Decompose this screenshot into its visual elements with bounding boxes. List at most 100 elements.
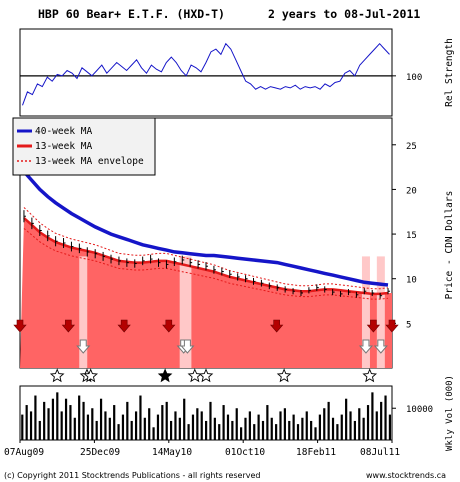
- volume-bar: [82, 401, 85, 440]
- volume-bar: [296, 424, 300, 440]
- volume-bar: [91, 408, 94, 440]
- volume-bar: [169, 420, 173, 440]
- sell-arrow-icon: [117, 319, 131, 333]
- rel-strength-axis-label: Rel Strength: [444, 38, 455, 107]
- volume-bar: [51, 398, 55, 440]
- price-panel: 5 10 15 20 25 Price - CDN Dollars: [13, 117, 455, 383]
- volume-bar: [310, 420, 313, 440]
- volume-bar: [340, 414, 343, 440]
- x-tick-label: 08Jul11: [360, 447, 400, 458]
- volume-bar: [266, 405, 269, 440]
- volume-bar: [47, 408, 50, 440]
- rel-strength-tick-label: 100: [406, 73, 422, 83]
- volume-bar: [349, 411, 352, 440]
- price-axis-label: Price - CDN Dollars: [444, 191, 455, 300]
- volume-bar: [183, 398, 186, 440]
- volume-bar: [178, 417, 181, 440]
- volume-bar: [240, 427, 243, 440]
- volume-bar: [318, 414, 321, 440]
- volume-bar: [161, 405, 164, 440]
- volume-bar: [366, 405, 370, 440]
- volume-bar: [388, 414, 392, 440]
- volume-panel: 10000 Wkly Vol (000): [19, 375, 455, 451]
- volume-bar: [205, 420, 208, 440]
- legend-box: [12, 117, 156, 176]
- volume-bar: [353, 420, 356, 440]
- volume-bar: [244, 417, 247, 440]
- price-tick-label: 5: [406, 320, 411, 330]
- footer-copyright: (c) Copyright 2011 Stocktrends Publicati…: [4, 471, 260, 480]
- hollow-star-icon: [187, 368, 203, 383]
- volume-bar: [292, 414, 295, 440]
- volume-bar: [126, 401, 129, 440]
- x-tick-label: 14May10: [152, 447, 192, 458]
- volume-bar: [156, 414, 160, 440]
- price-tick-label: 15: [406, 231, 417, 241]
- volume-bar: [362, 417, 365, 440]
- volume-bar: [134, 411, 138, 440]
- volume-bar: [235, 408, 238, 440]
- x-tick-label: 18Feb11: [296, 447, 336, 458]
- sell-arrow-icon: [162, 319, 176, 333]
- volume-bar: [358, 408, 361, 440]
- volume-bar: [121, 414, 125, 440]
- volume-bar: [371, 392, 374, 440]
- volume-bar: [323, 408, 326, 440]
- volume-bar: [253, 424, 256, 440]
- sell-arrow-icon: [385, 319, 399, 333]
- sell-arrow-icon: [366, 319, 381, 333]
- volume-bar: [336, 424, 339, 440]
- volume-bar: [314, 427, 317, 440]
- volume-bar: [275, 424, 278, 440]
- price-tick-label: 10: [406, 276, 417, 286]
- volume-bar: [288, 420, 291, 440]
- volume-bar: [152, 427, 155, 440]
- volume-bar: [38, 420, 41, 440]
- volume-bar: [226, 414, 230, 440]
- volume-axis-label: Wkly Vol (000): [445, 375, 455, 451]
- volume-bar: [108, 417, 111, 440]
- volume-bar: [56, 392, 59, 440]
- legend: 40-week MA 13-week MA 13-week MA envelop…: [12, 117, 156, 176]
- volume-bar: [86, 414, 90, 440]
- volume-bar: [301, 417, 304, 440]
- sell-arrow-icon: [61, 319, 76, 333]
- volume-bar: [64, 398, 68, 440]
- volume-bar: [218, 424, 221, 440]
- signal-band: [183, 256, 192, 368]
- volume-bar: [104, 411, 107, 440]
- hollow-star-icon: [276, 368, 292, 383]
- hollow-star-icon: [49, 368, 65, 383]
- volume-bar: [209, 401, 212, 440]
- sell-arrow-icon: [13, 319, 27, 333]
- ma13-envelope-lower: [23, 228, 389, 300]
- signal-band: [361, 256, 370, 368]
- volume-bar: [248, 411, 251, 440]
- volume-bar: [283, 408, 286, 440]
- ma13-envelope-upper: [23, 207, 389, 290]
- volume-bar: [25, 405, 28, 440]
- volume-bar: [34, 395, 37, 440]
- rel-strength-line: [22, 42, 390, 106]
- volume-bar: [196, 408, 199, 440]
- volume-bar: [165, 401, 168, 440]
- volume-tick-label: 10000: [406, 405, 433, 415]
- volume-bar: [78, 395, 81, 440]
- volume-bar: [21, 414, 24, 440]
- volume-bar: [327, 401, 330, 440]
- rel-strength-panel: 100 Rel Strength: [19, 28, 455, 117]
- volume-bar: [117, 424, 120, 440]
- volume-bar: [187, 424, 190, 440]
- volume-bar: [331, 417, 335, 440]
- price-tick-label: 25: [406, 142, 417, 152]
- hollow-star-icon: [362, 368, 378, 383]
- buy-arrow-icon: [358, 339, 374, 354]
- price-tick-label: 20: [406, 186, 417, 196]
- volume-bar: [174, 411, 177, 440]
- filled-star-icon: [157, 368, 173, 383]
- x-tick-label: 07Aug09: [4, 447, 44, 458]
- buy-arrow-icon: [180, 339, 195, 354]
- volume-bar: [69, 405, 72, 440]
- volume-bar: [95, 420, 98, 440]
